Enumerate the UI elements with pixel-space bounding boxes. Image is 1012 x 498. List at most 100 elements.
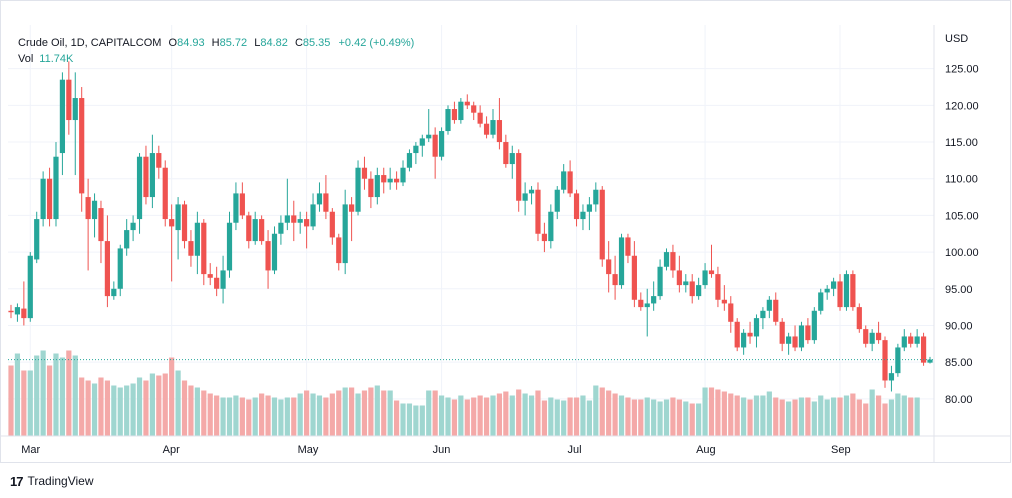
candle-body [471,105,477,113]
volume-bar [792,399,798,436]
candle-body [349,204,355,212]
volume-bar [908,397,914,436]
candle-body [207,274,213,278]
volume-bar [207,393,213,436]
candle-body [284,215,290,223]
candle-body [715,274,721,300]
y-tick-label: 115.00 [945,137,978,149]
volume-bar [464,399,470,436]
candle-body [162,167,168,220]
volume-bar [14,353,21,436]
volume-bar [786,401,792,436]
candle-body [387,178,393,183]
candle-body [882,340,888,381]
volume-bar [702,387,708,436]
candle-body [181,204,188,242]
candle-body [644,303,650,308]
volume-bar [477,395,483,436]
volume-bar [8,365,14,436]
volume-bar [188,385,194,436]
volume-bar [98,377,104,436]
volume-bar [143,380,149,436]
candle-body [818,292,824,311]
open-value: 84.93 [177,37,205,49]
volume-bar [349,387,355,436]
volume-bar [760,395,766,436]
candle-body [580,211,586,220]
volume-bar [194,387,200,436]
candle-body [773,299,779,322]
candle-body [863,329,869,344]
candle-body [46,178,53,220]
candle-body [625,237,631,256]
close-value: 85.35 [302,37,331,49]
candle-body [27,255,33,319]
y-tick-label: 90.00 [945,320,973,332]
volume-bar [708,387,715,436]
volume-bar [85,380,91,436]
volume-bar [438,395,445,436]
volume-bar [400,403,406,436]
volume-bar [27,370,33,436]
candle-body [355,167,361,212]
candle-body [901,336,907,348]
candle-body [445,109,451,132]
volume-bar [259,393,265,436]
candle-body [496,120,503,143]
candle-body [419,138,425,146]
candle-body [278,222,284,234]
candle-body [516,153,522,201]
volume-bar [368,387,374,436]
candle-body [149,153,155,198]
candle-body [111,288,117,297]
chart-frame [0,0,1011,463]
candle-body [509,153,515,165]
candle-body [888,373,895,381]
volume-bar [316,395,323,436]
candle-body [361,167,368,179]
candle-body [702,270,708,286]
candle-body [908,336,914,344]
volume-bar [818,395,824,436]
volume-bar [882,403,888,436]
candle-body [156,153,162,168]
volume-bar [432,390,438,436]
volume-bar [46,365,53,436]
volume-bar [663,399,670,436]
x-tick-label: Mar [21,444,40,456]
symbol-label: Crude Oil, 1D, CAPITALCOM [18,37,162,49]
volume-bar [297,393,303,436]
volume-value: 11.74K [39,53,74,65]
candle-body [670,252,676,271]
volume-bar [824,399,830,436]
volume-bar [413,405,419,436]
tradingview-logo-icon: 17 [10,473,24,489]
volume-bar [336,390,342,436]
volume-bar [496,393,503,436]
volume-bar [426,390,432,436]
volume-bar [226,397,233,436]
volume-bar [471,397,477,436]
close-key: C [294,37,303,49]
volume-bar [406,403,413,436]
volume-bar [451,399,458,436]
y-tick-label: 120.00 [945,100,979,112]
candle-body [451,109,458,121]
volume-bar [220,397,226,436]
candle-body [143,156,149,198]
volume-bar [445,397,451,436]
candle-body [554,189,560,212]
volume-bar [284,397,290,436]
candle-body [760,310,766,319]
candle-body [368,178,374,198]
volume-bar [233,395,239,436]
volume-bar [567,397,573,436]
candle-body [831,281,837,289]
candle-body [8,310,14,313]
tradingview-brand[interactable]: 17 TradingView [10,472,94,490]
candle-body [683,281,689,286]
candle-body [561,171,567,190]
candle-body [856,307,862,330]
volume-bar [586,400,592,436]
